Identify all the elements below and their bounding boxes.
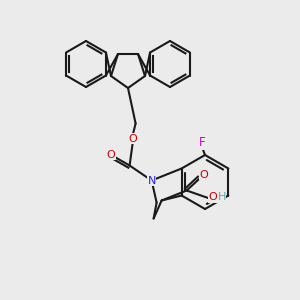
- Text: F: F: [199, 136, 205, 149]
- Text: O: O: [208, 193, 217, 202]
- Text: O: O: [199, 169, 208, 179]
- Text: O: O: [106, 149, 115, 160]
- Text: H: H: [218, 193, 226, 202]
- Text: N: N: [147, 176, 156, 185]
- Text: O: O: [128, 134, 137, 143]
